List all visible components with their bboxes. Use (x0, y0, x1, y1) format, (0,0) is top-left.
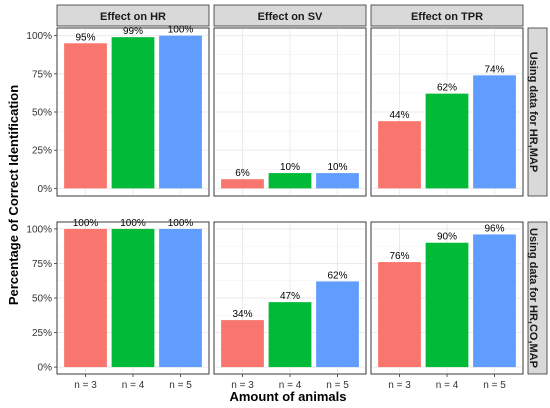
bar (111, 228, 155, 368)
column-strip (370, 4, 524, 27)
row-strip-label: Using data for HR,MAP (527, 52, 539, 172)
row-strip-label: Using data for HR,CO,MAP (527, 228, 539, 368)
bar-value-label: 100% (73, 218, 99, 229)
bar (268, 302, 312, 368)
x-tick-label: n = 4 (122, 380, 145, 391)
x-tick-label: n = 4 (279, 380, 302, 391)
bar (159, 35, 202, 189)
bar-value-label: 10% (280, 162, 300, 173)
x-tick-label: n = 5 (483, 380, 506, 391)
y-tick-label: 75% (32, 259, 52, 270)
bar (473, 234, 516, 368)
bar (111, 37, 155, 189)
y-axis-title: Percentage of Correct Identification (6, 85, 21, 305)
column-strip-label: Effect on HR (100, 11, 166, 23)
x-tick-label: n = 4 (436, 380, 459, 391)
row-strip (527, 221, 548, 375)
y-tick-label: 25% (32, 328, 52, 339)
bar-value-label: 100% (168, 218, 194, 229)
y-tick-label: 100% (26, 31, 52, 42)
x-axis-title: Amount of animals (229, 389, 346, 404)
bar-value-label: 95% (75, 32, 95, 43)
bar-value-label: 96% (484, 223, 504, 234)
bar-value-label: 100% (120, 218, 146, 229)
bar (64, 43, 107, 189)
bar-value-label: 44% (389, 110, 409, 121)
bar (378, 121, 421, 189)
x-tick-label: n = 3 (388, 380, 411, 391)
bar-value-label: 6% (235, 168, 250, 179)
y-tick-label: 75% (32, 69, 52, 80)
y-tick-label: 25% (32, 146, 52, 157)
row-strip (527, 27, 548, 197)
bar (316, 173, 359, 189)
bar (64, 228, 107, 368)
bar (221, 320, 264, 368)
bar-value-label: 34% (232, 309, 252, 320)
bar-value-label: 47% (280, 291, 300, 302)
column-strip-label: Effect on SV (258, 11, 323, 23)
bar (316, 281, 359, 368)
bar-value-label: 74% (484, 64, 504, 75)
bar-value-label: 90% (437, 232, 457, 243)
column-strip-label: Effect on TPR (411, 11, 483, 23)
bar-value-label: 62% (437, 83, 457, 94)
bar (425, 93, 469, 189)
y-tick-label: 50% (32, 108, 52, 119)
bar (159, 228, 202, 368)
y-tick-label: 0% (38, 184, 53, 195)
bar-value-label: 100% (168, 25, 194, 36)
bar (268, 173, 312, 189)
bar-value-label: 76% (389, 251, 409, 262)
bar (378, 262, 421, 368)
bar (221, 179, 264, 189)
x-tick-label: n = 3 (74, 380, 97, 391)
y-tick-label: 100% (26, 224, 52, 235)
bar-value-label: 62% (327, 270, 347, 281)
column-strip (56, 4, 210, 27)
y-tick-label: 0% (38, 363, 53, 374)
column-strip (213, 4, 367, 27)
x-tick-label: n = 5 (169, 380, 192, 391)
panel-border (213, 27, 367, 197)
bar (473, 75, 516, 189)
y-tick-label: 50% (32, 294, 52, 305)
x-tick-label: n = 3 (231, 380, 254, 391)
bar-value-label: 10% (327, 162, 347, 173)
x-tick-label: n = 5 (326, 380, 349, 391)
plot-area: Effect on HR Effect on SV Effect on TPR Usi… (26, 4, 548, 391)
panel-border (370, 27, 524, 197)
bar (425, 242, 469, 368)
bar-value-label: 99% (123, 26, 143, 37)
